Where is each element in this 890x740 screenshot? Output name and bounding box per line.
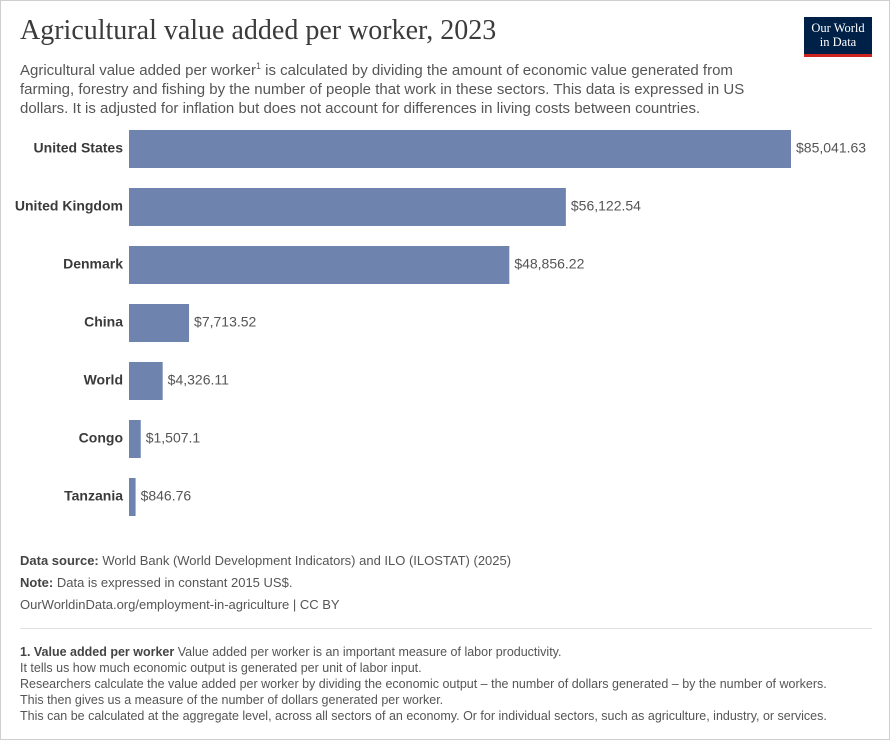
bar	[129, 246, 510, 284]
value-label: $1,507.1	[146, 430, 201, 446]
chart: United States $85,041.63 United Kingdom $56…	[15, 130, 866, 516]
divider	[20, 628, 872, 629]
footnote-line: This can be calculated at the aggregate …	[20, 709, 827, 723]
category-label: World	[84, 372, 123, 388]
bar	[129, 478, 136, 516]
footnote-ref: 1	[255, 61, 261, 71]
text: World Bank (World Development Indicators…	[102, 553, 512, 568]
bar	[129, 420, 141, 458]
value-label: $48,856.22	[514, 256, 584, 272]
label: Data source:	[20, 553, 99, 568]
category-label: Denmark	[63, 256, 123, 272]
logo[interactable]: Our World in Data	[804, 17, 872, 57]
chart-subtitle: Agricultural value added per worker1 is …	[20, 57, 780, 118]
footnote-line: Researchers calculate the value added pe…	[20, 677, 827, 691]
value-label: $7,713.52	[194, 314, 256, 330]
category-label: Tanzania	[64, 488, 123, 504]
logo-text: Our World	[811, 21, 865, 35]
text: Data is expressed in constant 2015 US$.	[56, 575, 293, 590]
bar	[129, 304, 190, 342]
category-label: United Kingdom	[15, 198, 123, 214]
bar	[129, 362, 163, 400]
footnote-line: It tells us how much economic output is …	[20, 661, 422, 675]
logo-text: in Data	[819, 35, 857, 49]
subtitle-text: Agricultural value added per worker	[20, 62, 256, 79]
footnote-line: This then gives us a measure of the numb…	[20, 693, 444, 707]
bar	[129, 188, 566, 226]
chart-title: Agricultural value added per worker, 202…	[20, 15, 497, 46]
value-label: $85,041.63	[796, 140, 866, 156]
footnote: 1. Value added per worker Value added pe…	[20, 644, 827, 724]
category-label: Congo	[79, 430, 123, 446]
category-label: China	[84, 314, 123, 330]
footnote-line: Value added per worker is an important m…	[177, 645, 562, 659]
bar	[129, 130, 791, 168]
data-source: Data source: World Bank (World Developme…	[20, 553, 511, 568]
value-label: $4,326.11	[168, 372, 229, 388]
label: Note:	[20, 575, 54, 590]
category-label: United States	[34, 140, 124, 156]
value-label: $56,122.54	[571, 198, 641, 214]
url[interactable]: OurWorldinData.org/employment-in-agricul…	[20, 597, 340, 612]
note: Note: Data is expressed in constant 2015…	[20, 575, 292, 590]
footnote-title: 1. Value added per worker	[20, 645, 175, 659]
subtitle-text: is calculated by dividing the amount of …	[20, 62, 745, 117]
value-label: $846.76	[141, 488, 192, 504]
